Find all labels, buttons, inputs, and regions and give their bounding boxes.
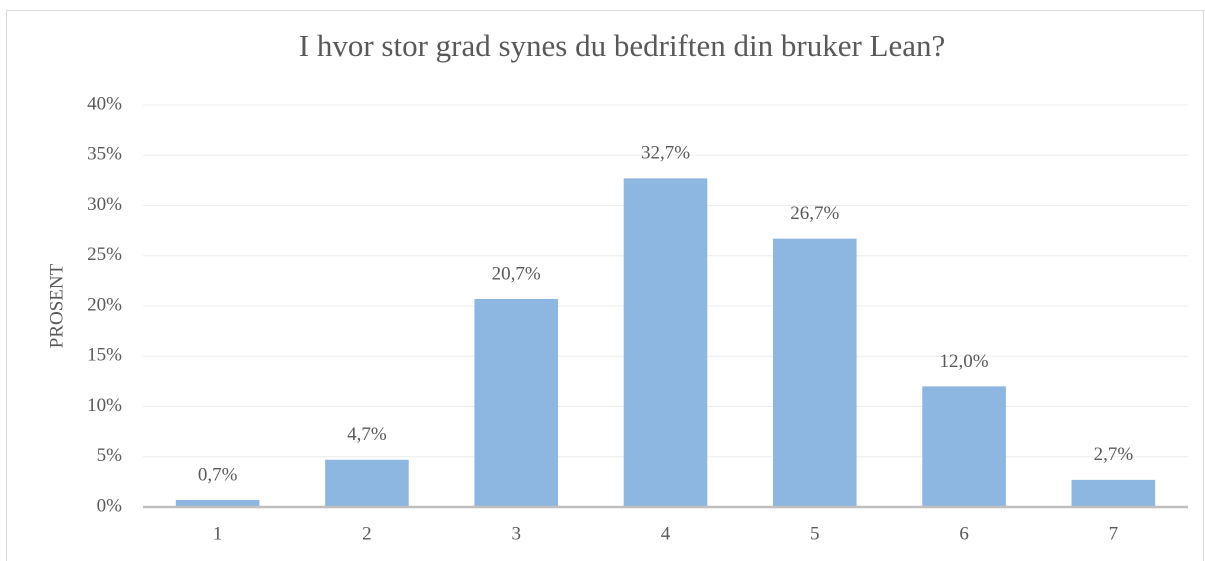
bar <box>175 499 260 507</box>
data-label: 26,7% <box>790 203 839 224</box>
bar <box>474 298 559 507</box>
data-label: 12,0% <box>940 351 989 372</box>
y-tick-label: 40% <box>87 93 122 114</box>
bar <box>922 386 1006 507</box>
x-tick-label: 5 <box>810 523 820 544</box>
data-label: 4,7% <box>347 424 387 445</box>
y-tick-label: 15% <box>87 345 122 366</box>
x-tick-label: 2 <box>362 523 372 544</box>
bar <box>1071 479 1156 507</box>
x-tick-label: 6 <box>959 523 969 544</box>
data-label: 32,7% <box>641 143 690 164</box>
chart-border <box>6 10 1204 561</box>
bar <box>623 178 708 508</box>
bar <box>772 238 857 508</box>
x-tick-label: 3 <box>511 523 521 544</box>
y-tick-label: 0% <box>97 495 123 516</box>
x-tick-label: 1 <box>213 523 223 544</box>
x-tick-label: 7 <box>1109 523 1119 544</box>
data-label: 2,7% <box>1094 444 1134 465</box>
y-tick-label: 30% <box>87 194 122 215</box>
y-tick-label: 25% <box>87 244 122 265</box>
chart-title: I hvor stor grad synes du bedriften din … <box>299 28 946 63</box>
x-tick-label: 4 <box>661 523 671 544</box>
y-tick-label: 35% <box>87 144 122 165</box>
y-axis-title: PROSENT <box>46 263 67 348</box>
y-tick-label: 5% <box>97 445 123 466</box>
bar <box>325 459 409 507</box>
data-label: 0,7% <box>198 464 238 485</box>
data-label: 20,7% <box>492 263 541 284</box>
y-tick-label: 10% <box>87 395 122 416</box>
y-tick-label: 20% <box>87 294 122 315</box>
